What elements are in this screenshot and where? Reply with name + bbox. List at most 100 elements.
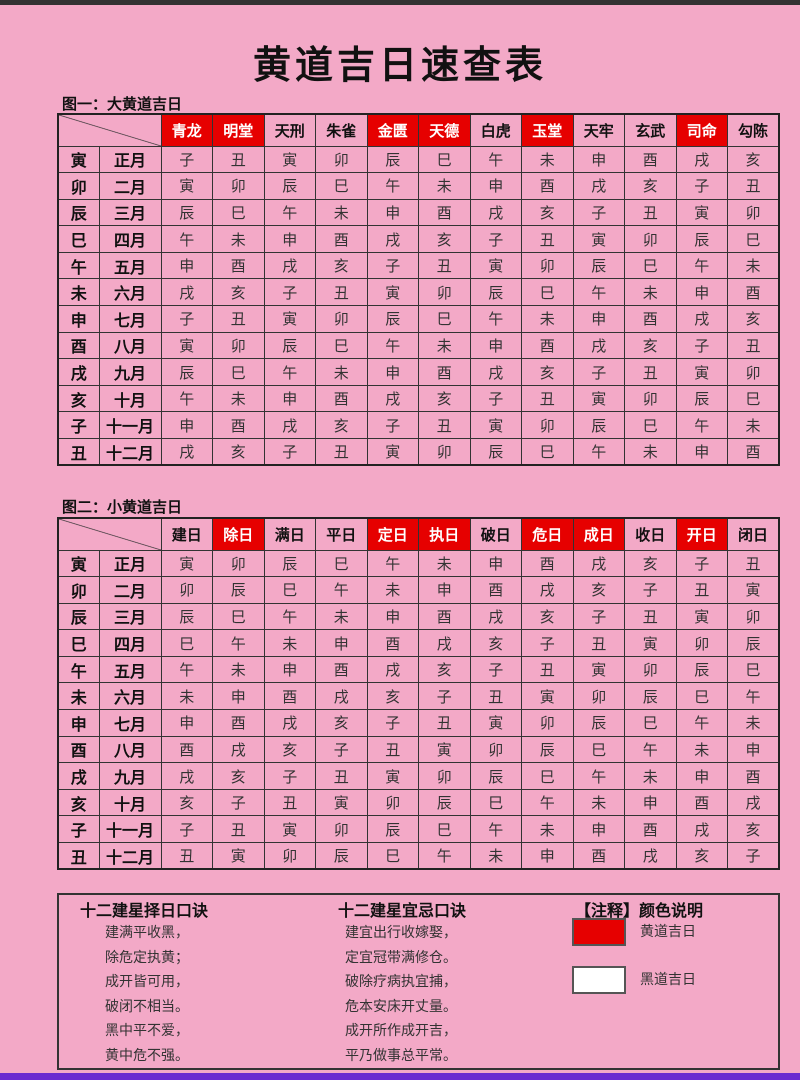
cell: 辰	[160, 358, 213, 386]
cell: 未	[727, 411, 780, 440]
cell: 酉	[212, 411, 265, 440]
cell: 午	[572, 278, 625, 307]
cell: 丑	[212, 815, 265, 844]
cell: 酉	[624, 815, 677, 844]
cell: 申	[160, 251, 213, 280]
cell: 辰	[366, 815, 419, 844]
cell: 戌	[160, 438, 213, 466]
month: 十一月	[98, 411, 162, 440]
cell: 午	[675, 709, 728, 737]
header-cell: 危日	[521, 517, 574, 551]
cell: 丑	[315, 438, 368, 466]
corner-cell	[57, 113, 162, 147]
branch: 子	[57, 411, 100, 440]
cell: 子	[212, 788, 265, 817]
cell: 寅	[572, 384, 625, 413]
row: 子十一月申酉戌亥子丑寅卯辰巳午未	[57, 411, 780, 440]
cell: 申	[675, 762, 728, 790]
cell: 午	[624, 735, 677, 764]
cell: 午	[160, 384, 213, 413]
cell: 未	[315, 198, 368, 227]
cell: 巳	[366, 842, 419, 870]
cell: 子	[469, 384, 522, 413]
cell: 戌	[572, 172, 625, 200]
cell: 巳	[315, 549, 368, 578]
cell: 巳	[727, 384, 780, 413]
cell: 卯	[469, 735, 522, 764]
cell: 申	[572, 815, 625, 844]
month: 八月	[98, 331, 162, 360]
cell: 辰	[366, 145, 419, 174]
cell: 申	[212, 682, 265, 711]
cell: 寅	[469, 411, 522, 440]
cell: 巳	[624, 411, 677, 440]
header-cell: 平日	[315, 517, 368, 551]
cell: 卯	[727, 198, 780, 227]
cell: 申	[366, 358, 419, 386]
cell: 酉	[727, 762, 780, 790]
cell: 寅	[366, 278, 419, 307]
legend-swatch	[572, 918, 626, 946]
header-cell: 满日	[263, 517, 316, 551]
header-cell: 收日	[624, 517, 677, 551]
cell: 巳	[315, 331, 368, 360]
cell: 寅	[160, 549, 213, 578]
cell: 丑	[521, 384, 574, 413]
cell: 酉	[315, 384, 368, 413]
cell: 丑	[315, 278, 368, 307]
cell: 戌	[263, 411, 316, 440]
cell: 卯	[212, 549, 265, 578]
cell: 寅	[263, 305, 316, 333]
cell: 亥	[521, 358, 574, 386]
header-cell: 建日	[160, 517, 213, 551]
month: 七月	[98, 709, 162, 737]
cell: 子	[469, 655, 522, 684]
cell: 子	[366, 251, 419, 280]
cell: 巳	[418, 815, 471, 844]
cell: 巳	[727, 225, 780, 253]
branch: 午	[57, 251, 100, 280]
cell: 酉	[624, 145, 677, 174]
row: 巳四月午未申酉戌亥子丑寅卯辰巳	[57, 225, 780, 253]
cell: 丑	[315, 762, 368, 790]
cell: 未	[675, 735, 728, 764]
row: 寅正月寅卯辰巳午未申酉戌亥子丑	[57, 549, 780, 578]
cell: 丑	[521, 225, 574, 253]
branch: 未	[57, 278, 100, 307]
cell: 亥	[572, 576, 625, 604]
branch: 戌	[57, 358, 100, 386]
cell: 丑	[624, 602, 677, 631]
header-cell: 勾陈	[727, 113, 780, 147]
cell: 酉	[212, 709, 265, 737]
branch: 巳	[57, 629, 100, 657]
cell: 申	[263, 384, 316, 413]
cell: 午	[572, 762, 625, 790]
cell: 寅	[521, 682, 574, 711]
month: 三月	[98, 198, 162, 227]
cell: 未	[212, 384, 265, 413]
cell: 午	[315, 576, 368, 604]
month: 三月	[98, 602, 162, 631]
cell: 亥	[263, 735, 316, 764]
header-cell: 天牢	[572, 113, 625, 147]
month: 九月	[98, 358, 162, 386]
cell: 申	[469, 331, 522, 360]
row: 亥十月亥子丑寅卯辰巳午未申酉戌	[57, 788, 780, 817]
cell: 辰	[469, 278, 522, 307]
cell: 午	[366, 549, 419, 578]
month: 五月	[98, 251, 162, 280]
cell: 亥	[624, 549, 677, 578]
branch: 酉	[57, 331, 100, 360]
cell: 酉	[624, 305, 677, 333]
cell: 辰	[469, 438, 522, 466]
cell: 巳	[212, 198, 265, 227]
legend-swatch	[572, 966, 626, 994]
cell: 卯	[521, 251, 574, 280]
row: 戌九月戌亥子丑寅卯辰巳午未申酉	[57, 762, 780, 790]
cell: 寅	[263, 145, 316, 174]
cell: 卯	[212, 172, 265, 200]
row: 亥十月午未申酉戌亥子丑寅卯辰巳	[57, 384, 780, 413]
header-cell: 金匮	[366, 113, 419, 147]
cell: 未	[624, 438, 677, 466]
cell: 酉	[315, 655, 368, 684]
